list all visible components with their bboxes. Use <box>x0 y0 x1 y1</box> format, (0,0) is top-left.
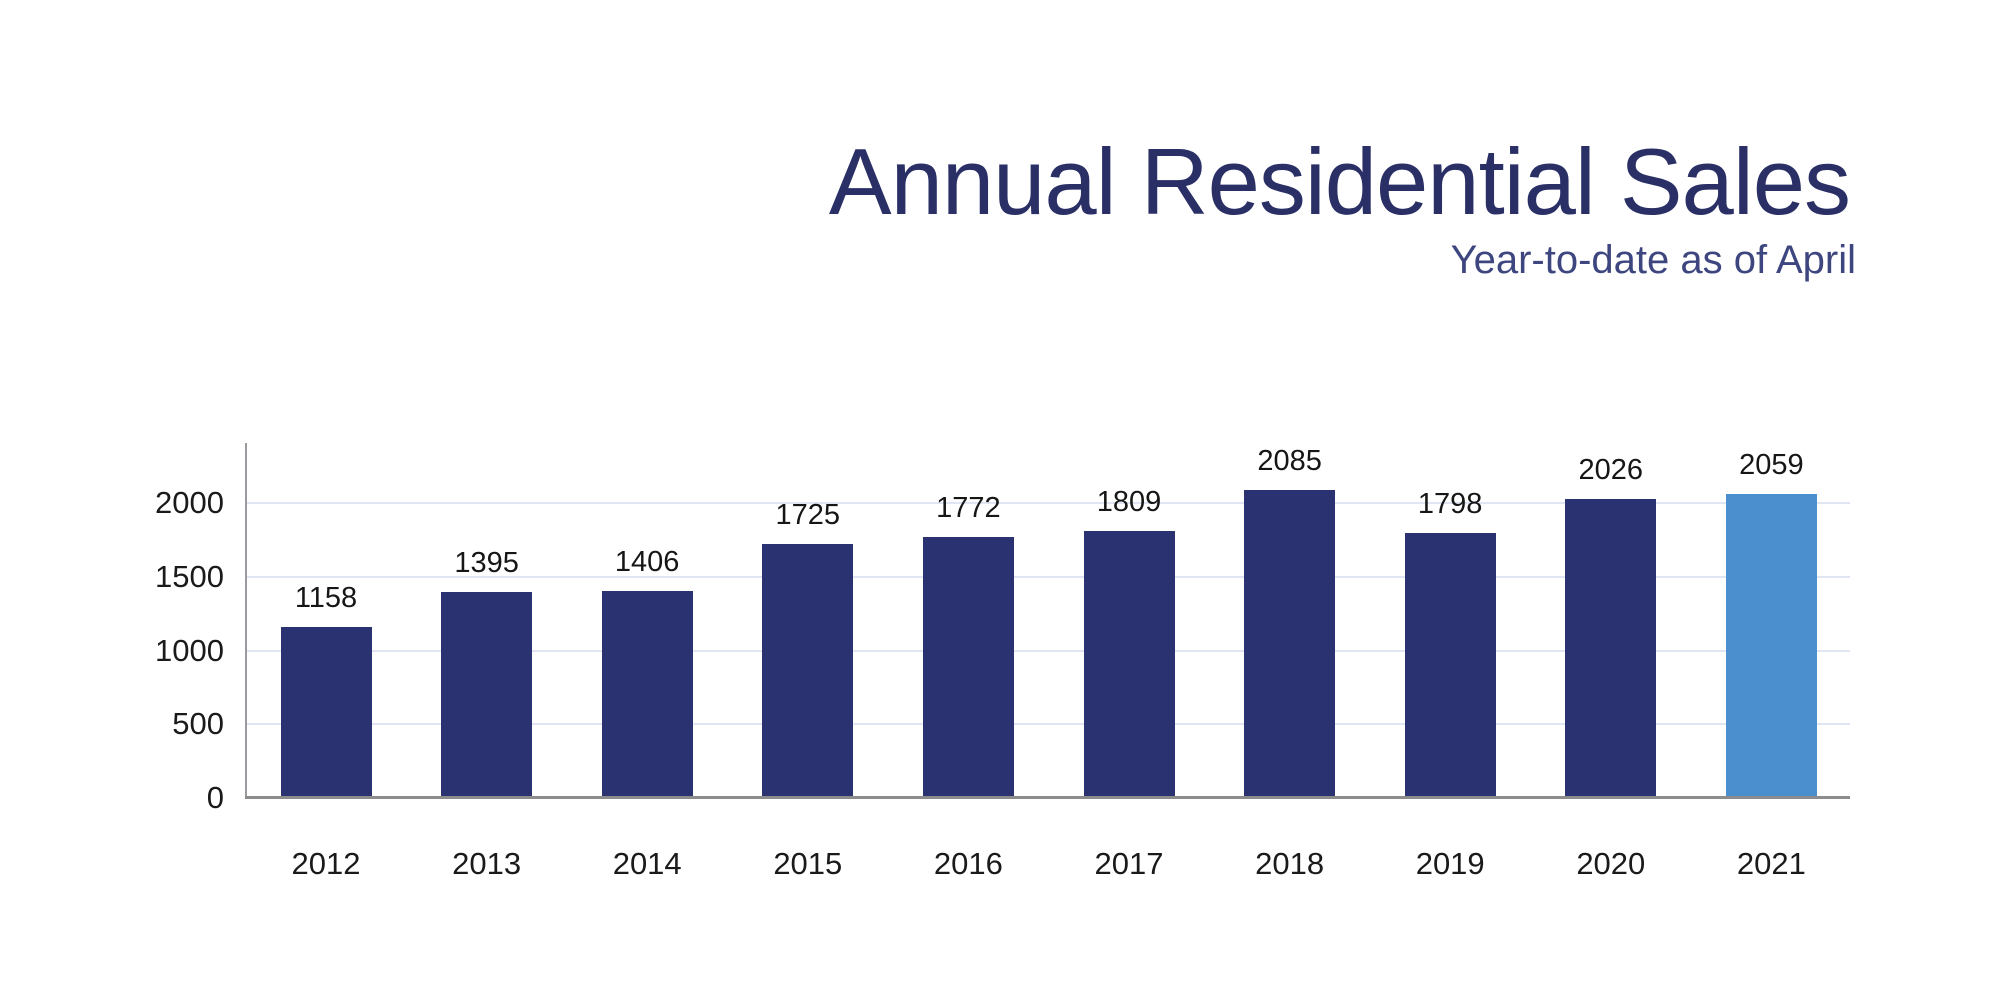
bar-value-label-2015: 1725 <box>775 498 841 531</box>
bar-2017 <box>1083 531 1175 798</box>
gridline-500 <box>245 723 1850 726</box>
bar-value-label-2021: 2059 <box>1739 449 1804 482</box>
chart-title: Annual Residential Sales <box>828 129 1851 234</box>
bar-value-label-2019: 1798 <box>1417 487 1483 520</box>
gridline-2000 <box>245 502 1850 504</box>
x-axis-line <box>245 796 1850 799</box>
x-tick-label-2017: 2017 <box>1094 846 1164 881</box>
bar-2014 <box>601 590 693 798</box>
y-tick-label-1000: 1000 <box>155 632 224 668</box>
x-tick-label-2021: 2021 <box>1736 846 1806 881</box>
bar-value-label-2020: 2026 <box>1578 454 1644 487</box>
bar-2018 <box>1244 490 1336 798</box>
bar-2020 <box>1565 499 1657 798</box>
y-tick-label-2000: 2000 <box>155 485 224 520</box>
bar-value-label-2012: 1158 <box>294 582 358 615</box>
y-tick-label-0: 0 <box>206 780 224 815</box>
x-tick-label-2012: 2012 <box>291 846 361 881</box>
bar-value-label-2018: 2085 <box>1257 445 1322 478</box>
bar-value-label-2013: 1395 <box>454 547 519 580</box>
bar-2019 <box>1404 532 1496 798</box>
x-tick-label-2020: 2020 <box>1576 846 1646 881</box>
bar-2016 <box>922 536 1014 798</box>
bar-2021 <box>1725 494 1817 798</box>
x-tick-label-2014: 2014 <box>612 846 682 881</box>
x-tick-label-2019: 2019 <box>1415 846 1485 881</box>
x-tick-label-2015: 2015 <box>773 846 843 881</box>
bar-value-label-2016: 1772 <box>936 491 1001 524</box>
x-tick-label-2016: 2016 <box>933 846 1003 881</box>
bar-value-label-2014: 1406 <box>614 545 680 578</box>
gridline-1500 <box>245 575 1850 578</box>
bar-2012 <box>280 627 372 798</box>
y-tick-label-500: 500 <box>172 706 224 742</box>
y-tick-label-1500: 1500 <box>155 558 224 594</box>
y-axis-line <box>245 443 247 798</box>
bar-value-label-2017: 1809 <box>1096 486 1162 519</box>
gridline-1000 <box>245 649 1850 652</box>
x-tick-label-2018: 2018 <box>1255 846 1325 881</box>
bar-2013 <box>441 592 533 798</box>
x-tick-label-2013: 2013 <box>452 846 522 881</box>
bar-2015 <box>762 543 854 798</box>
chart-subtitle: Year-to-date as of April <box>1450 238 1856 282</box>
